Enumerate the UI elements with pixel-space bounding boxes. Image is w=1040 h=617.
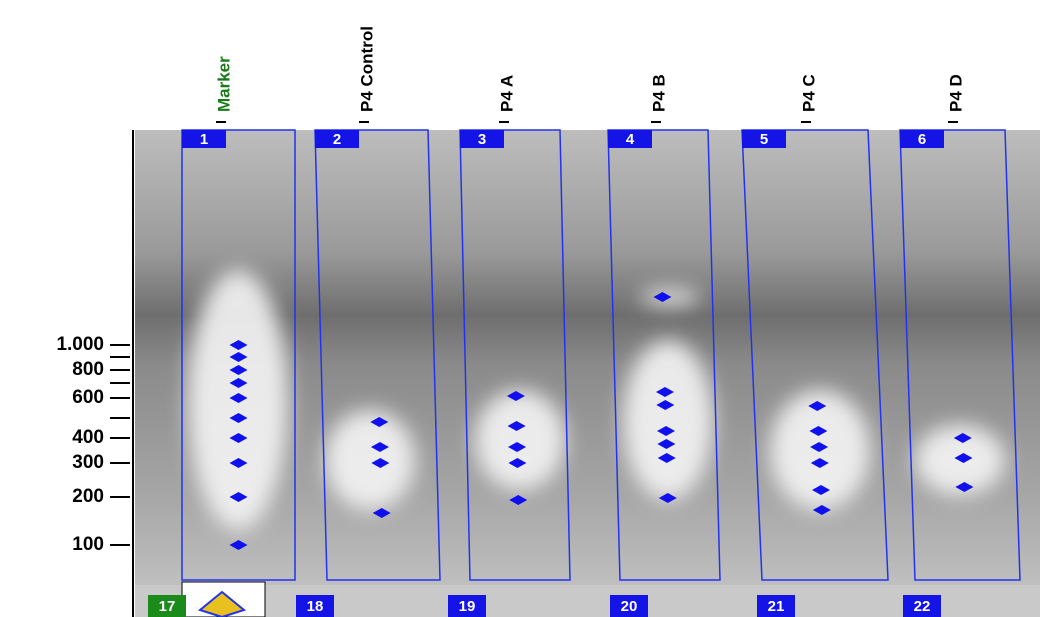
- bottom-number: 18: [307, 598, 324, 615]
- lane-number: 6: [918, 131, 926, 148]
- size-label: 200: [72, 486, 104, 507]
- size-label: 400: [72, 427, 104, 448]
- lane-label: P4 C: [799, 74, 818, 112]
- lane-number: 2: [333, 131, 341, 148]
- bottom-number: 22: [914, 598, 931, 615]
- lane-number: 5: [760, 131, 768, 148]
- lane-number: 1: [200, 131, 208, 148]
- lane-label: Marker: [214, 56, 233, 112]
- lane-label: P4 B: [649, 74, 668, 112]
- size-label: 1.000: [56, 334, 104, 355]
- bottom-number: 21: [768, 598, 785, 615]
- lane-label: P4 D: [946, 74, 965, 112]
- lane-glow: [475, 390, 565, 490]
- gel-view: 1 Marker 2 P4 Control 3 P4 A 4 P4 B 5 P4 C 6 P4 D 1…: [0, 0, 1040, 617]
- lane-label: P4 Control: [357, 26, 376, 112]
- bottom-number: 20: [621, 598, 638, 615]
- bottom-number: 19: [459, 598, 476, 615]
- lane-label: P4 A: [497, 75, 516, 112]
- page: {"lanes": [ {"label": "Marker", "number"…: [0, 0, 1040, 617]
- size-label: 100: [72, 534, 104, 555]
- size-label: 600: [72, 387, 104, 408]
- lane-glow: [325, 410, 415, 510]
- lane-number: 3: [478, 131, 486, 148]
- bottom-number: 17: [159, 598, 176, 615]
- size-label: 300: [72, 452, 104, 473]
- lane-glow: [623, 340, 713, 500]
- size-label: 800: [72, 359, 104, 380]
- lane-number: 4: [626, 131, 635, 148]
